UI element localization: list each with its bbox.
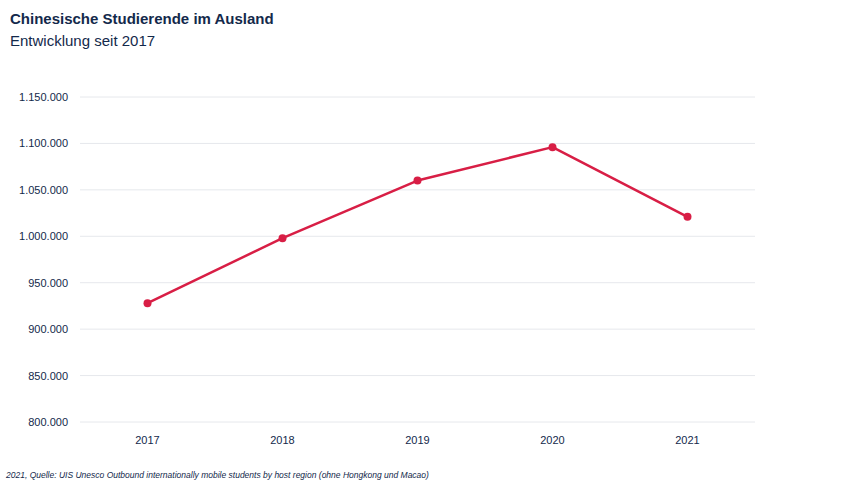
grid-line [80,143,755,144]
x-tick-label: 2021 [675,434,699,446]
y-tick-label: 850.000 [28,370,68,382]
grid-line [80,282,755,283]
grid-line [80,422,755,423]
point [549,143,557,151]
title: Chinesische Studierende im Ausland [10,10,274,27]
grid-line [80,375,755,376]
y-tick-label: 800.000 [28,416,68,428]
y-tick-label: 900.000 [28,323,68,335]
chart-svg: Chinesische Studierende im Ausland Entwic… [0,0,864,486]
subtitle: Entwicklung seit 2017 [10,32,155,49]
y-tick-label: 950.000 [28,277,68,289]
grid [80,97,755,422]
source: 2021, Quelle: UIS Unesco Outbound intern… [5,470,429,480]
grid-line [80,236,755,237]
y-tick-label: 1.150.000 [19,91,68,103]
y-tick-label: 1.000.000 [19,230,68,242]
x-tick-label: 2020 [540,434,564,446]
chart-container: Chinesische Studierende im Ausland Entwic… [0,0,864,486]
grid-line [80,97,755,98]
point [279,234,287,242]
point [684,213,692,221]
data-group [144,143,692,307]
x-tick-label: 2017 [135,434,159,446]
point [414,177,422,185]
grid-line [80,329,755,330]
x-tick-label: 2019 [405,434,429,446]
y-tick-label: 1.050.000 [19,184,68,196]
line [148,147,688,303]
point [144,299,152,307]
grid-line [80,189,755,190]
y-tick-label: 1.100.000 [19,137,68,149]
x-tick-label: 2018 [270,434,294,446]
